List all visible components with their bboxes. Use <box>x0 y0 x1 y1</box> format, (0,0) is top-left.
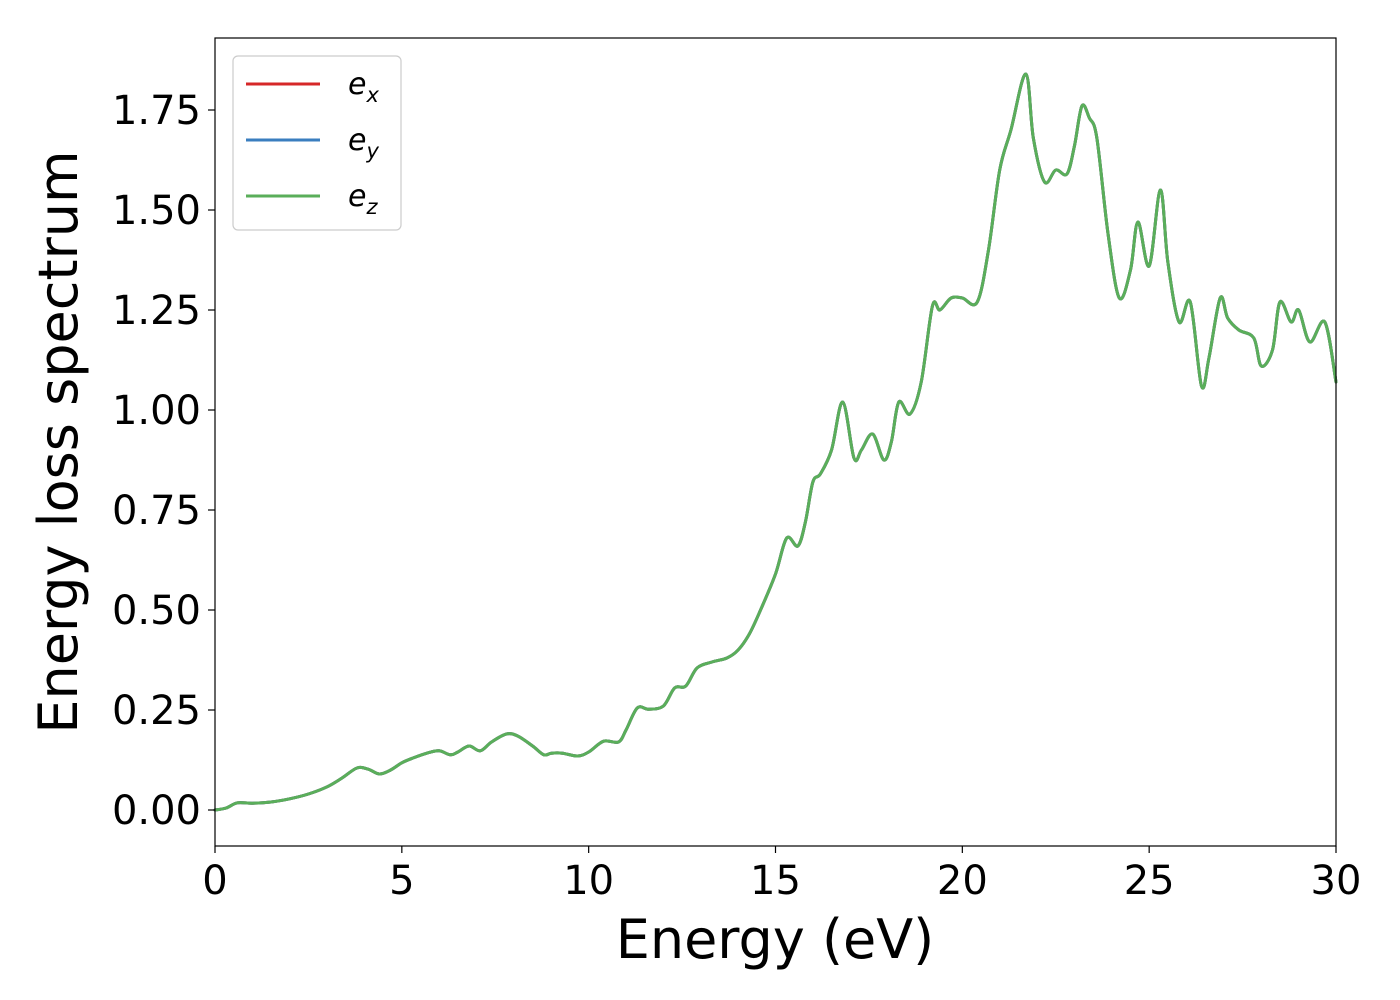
x-tick-label: 10 <box>563 858 614 904</box>
legend-label-e-y: ey <box>348 123 379 163</box>
y-tick-label: 1.25 <box>112 288 201 334</box>
x-axis: 0 5 10 15 20 25 30 <box>202 846 1361 904</box>
legend-box <box>232 55 402 231</box>
plot-area <box>213 72 1338 812</box>
y-axis-label: Energy loss spectrum <box>27 150 90 733</box>
x-tick-label: 30 <box>1311 858 1362 904</box>
x-tick-label: 0 <box>202 858 227 904</box>
y-tick-label: 0.00 <box>112 788 201 834</box>
y-tick-label: 1.75 <box>112 88 201 134</box>
x-tick-label: 5 <box>389 858 414 904</box>
x-tick-label: 20 <box>937 858 988 904</box>
x-tick-label: 15 <box>750 858 801 904</box>
y-tick-label: 0.25 <box>112 688 201 734</box>
y-tick-label: 1.00 <box>112 388 201 434</box>
legend-label-e-x: ex <box>348 67 379 107</box>
legend-label-e-z: ez <box>348 179 378 219</box>
y-tick-label: 1.50 <box>112 188 201 234</box>
x-axis-label: Energy (eV) <box>616 908 935 971</box>
legend: ex ey ez <box>232 55 402 231</box>
series-line-e-z <box>213 72 1338 812</box>
y-tick-label: 0.50 <box>112 588 201 634</box>
y-tick-label: 0.75 <box>112 488 201 534</box>
y-axis: 0.00 0.25 0.50 0.75 1.00 1.25 1.50 1.75 <box>112 88 215 834</box>
x-tick-label: 25 <box>1124 858 1175 904</box>
